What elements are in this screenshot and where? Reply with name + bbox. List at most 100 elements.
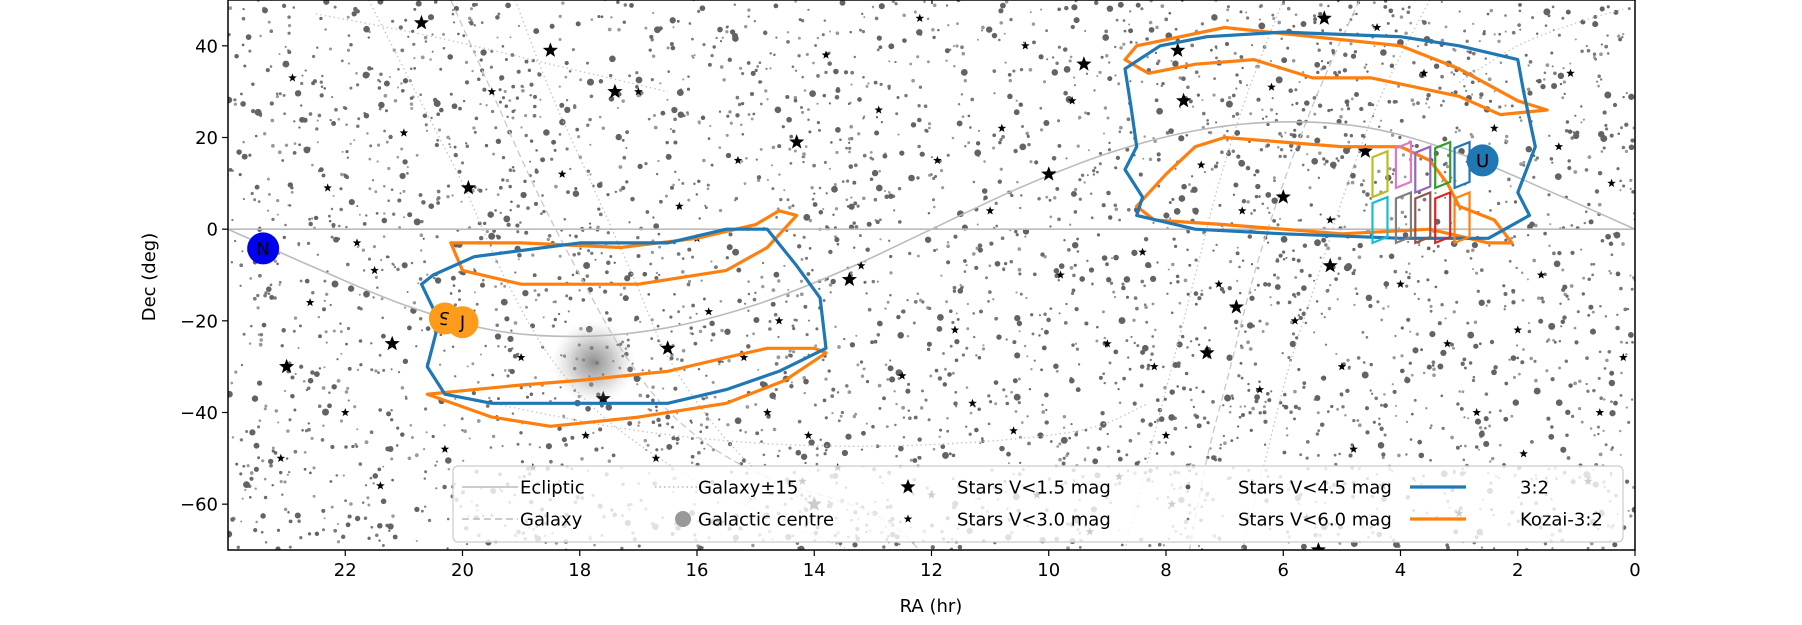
faint-star [1285,427,1289,430]
faint-star [465,543,469,546]
small-star [1145,262,1152,269]
milky-way-star [541,392,545,395]
faint-star [271,446,275,450]
faint-star [1333,453,1337,457]
faint-star [1407,262,1411,265]
faint-star [719,65,724,69]
faint-star [1466,50,1469,53]
faint-star [409,67,413,70]
faint-star [1378,422,1381,426]
milky-way-star [1244,330,1247,333]
small-star [1478,299,1485,306]
milky-way-star [697,179,701,184]
faint-star [382,184,386,188]
milky-way-star [1606,5,1610,9]
faint-star [1062,414,1067,419]
small-star [512,353,518,359]
milky-way-star [564,60,569,66]
milky-way-star [532,273,537,278]
milky-way-star [933,249,937,252]
milky-way-star [1587,202,1591,207]
milky-way-star [1240,376,1244,380]
faint-star [1536,296,1541,300]
faint-star [565,99,569,102]
faint-star [841,180,845,183]
faint-star [636,235,640,240]
legend-star-icon [900,479,916,494]
faint-star [1222,404,1225,407]
milky-way-star [862,76,865,79]
faint-star [435,235,439,239]
galaxy-band-edge [368,0,850,550]
faint-star [805,333,809,337]
faint-star [323,279,327,283]
faint-star [420,55,425,60]
faint-star [752,297,757,302]
milky-way-star [1631,190,1635,194]
milky-way-star [407,35,410,38]
milky-way-star [831,387,836,392]
faint-star [943,367,947,371]
milky-way-star [1321,65,1327,70]
milky-way-star [1266,143,1270,147]
milky-way-star [453,152,458,158]
faint-star [488,396,491,400]
small-star [803,213,811,221]
faint-star [1155,61,1160,66]
star-v3-marker [516,353,526,362]
faint-star [288,545,292,549]
milky-way-star [884,194,889,200]
milky-way-star [566,190,570,194]
small-star [447,54,454,60]
milky-way-star [998,140,1002,145]
star-v3-marker [968,398,977,407]
faint-star [1068,59,1072,63]
faint-star [636,383,639,386]
faint-star [1132,318,1136,322]
milky-way-star [1263,419,1268,424]
small-star [1572,132,1580,140]
faint-star [836,391,840,394]
faint-star [321,386,326,390]
faint-star [442,32,445,36]
small-star [1350,172,1356,179]
small-star [494,333,502,340]
faint-star [761,261,765,265]
faint-star [1585,382,1588,386]
milky-way-star [1394,29,1398,33]
faint-star [1533,359,1537,363]
faint-star [336,522,340,526]
faint-star [1432,367,1436,372]
star-v3-marker [1419,68,1429,77]
faint-star [355,71,358,75]
faint-star [1063,321,1068,325]
faint-star [1413,398,1417,402]
faint-star [1394,404,1397,407]
faint-star [1413,292,1416,296]
faint-star [1374,396,1379,401]
milky-way-star [1108,141,1111,145]
milky-way-star [511,109,515,114]
faint-star [1069,55,1073,59]
faint-star [424,407,428,411]
faint-star [1389,129,1393,132]
faint-star [392,263,395,267]
faint-star [1407,240,1410,243]
faint-star [623,3,628,7]
faint-star [1597,376,1601,380]
milky-way-star [1337,159,1340,162]
survey-field [1414,145,1432,195]
milky-way-star [257,456,261,460]
milky-way-star [303,467,307,471]
faint-star [946,417,949,420]
faint-star [1057,45,1061,49]
faint-star [1509,185,1512,188]
milky-way-star [280,344,284,348]
milky-way-star [762,30,768,36]
faint-star [1102,132,1106,135]
faint-star [253,198,257,202]
faint-star [1253,208,1256,212]
milky-way-star [1504,381,1509,386]
faint-star [1465,39,1469,43]
faint-star [911,78,915,83]
